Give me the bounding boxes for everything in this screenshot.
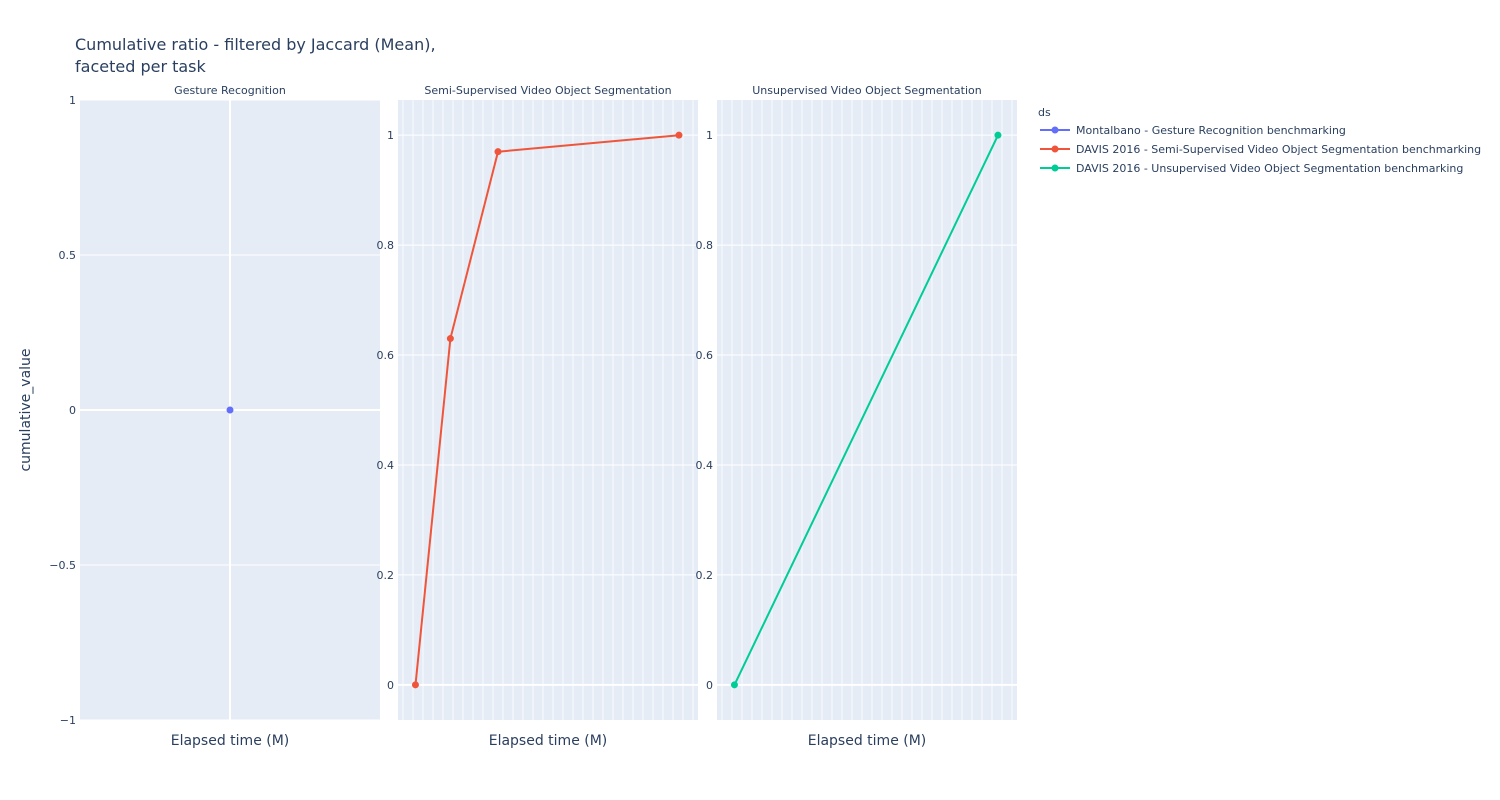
facet-3: 1 0.8 0.6 0.4 0.2 0 Unsupervised Video Object … (696, 84, 1017, 749)
legend-item[interactable]: Montalbano - Gesture Recognition benchma… (1040, 124, 1346, 137)
legend-item[interactable]: DAVIS 2016 - Semi-Supervised Video Objec… (1040, 143, 1481, 156)
facet-1: 1 0.5 0 −0.5 −1 Gesture Recognition Elapsed ti… (49, 84, 380, 749)
facets: 1 0.5 0 −0.5 −1 Gesture Recognition Elapsed ti… (49, 84, 1017, 749)
legend-label: DAVIS 2016 - Unsupervised Video Object S… (1076, 162, 1463, 175)
y-tick-label: 0.2 (696, 569, 714, 582)
legend-swatch-marker (1051, 164, 1059, 172)
facet-title-2: Semi-Supervised Video Object Segmentatio… (424, 84, 671, 97)
legend-label: Montalbano - Gesture Recognition benchma… (1076, 124, 1346, 137)
legend-swatch-marker (1051, 126, 1059, 134)
plot-area-2 (398, 100, 698, 720)
y-tick-label: 1 (69, 94, 76, 107)
data-point (494, 148, 502, 156)
data-point (226, 406, 234, 414)
y-tick-label: 0.2 (377, 569, 395, 582)
legend-title: ds (1038, 106, 1051, 119)
legend-swatch-marker (1051, 145, 1059, 153)
y-tick-label: 0.6 (696, 349, 714, 362)
y-tick-label: −0.5 (49, 559, 76, 572)
y-tick-label: 0.4 (696, 459, 714, 472)
series-line (414, 134, 680, 685)
y-tick-label: 1 (706, 129, 713, 142)
series-line (733, 134, 999, 686)
y-tick-label: 0.8 (696, 239, 714, 252)
facet-title-1: Gesture Recognition (174, 84, 286, 97)
y-tick-label: 1 (387, 129, 394, 142)
y-tick-label: 0.6 (377, 349, 395, 362)
data-point (675, 131, 683, 139)
legend-item[interactable]: DAVIS 2016 - Unsupervised Video Object S… (1040, 162, 1463, 175)
y-tick-label: 0 (69, 404, 76, 417)
y-tick-label: 0 (387, 679, 394, 692)
data-point (446, 335, 454, 343)
y-axis-title: cumulative_value (18, 348, 34, 471)
y-tick-label: 0.5 (59, 249, 77, 262)
y-tick-label: −1 (60, 714, 76, 727)
data-point (411, 681, 419, 689)
y-tick-label: 0.8 (377, 239, 395, 252)
data-point (994, 131, 1002, 139)
data-point (730, 681, 738, 689)
facet-title-3: Unsupervised Video Object Segmentation (752, 84, 982, 97)
legend-label: DAVIS 2016 - Semi-Supervised Video Objec… (1076, 143, 1481, 156)
facet-2: 1 0.8 0.6 0.4 0.2 0 Semi-Supervised Video Obje… (377, 84, 698, 749)
chart-title-line-2: faceted per task (75, 57, 207, 76)
legend: ds Montalbano - Gesture Recognition benc… (1038, 106, 1481, 175)
x-axis-title-1: Elapsed time (M) (171, 733, 290, 749)
x-axis-title-2: Elapsed time (M) (489, 733, 608, 749)
y-tick-label: 0 (706, 679, 713, 692)
chart-title-line-1: Cumulative ratio - filtered by Jaccard (… (75, 35, 436, 54)
x-axis-title-3: Elapsed time (M) (808, 733, 927, 749)
y-tick-label: 0.4 (377, 459, 395, 472)
